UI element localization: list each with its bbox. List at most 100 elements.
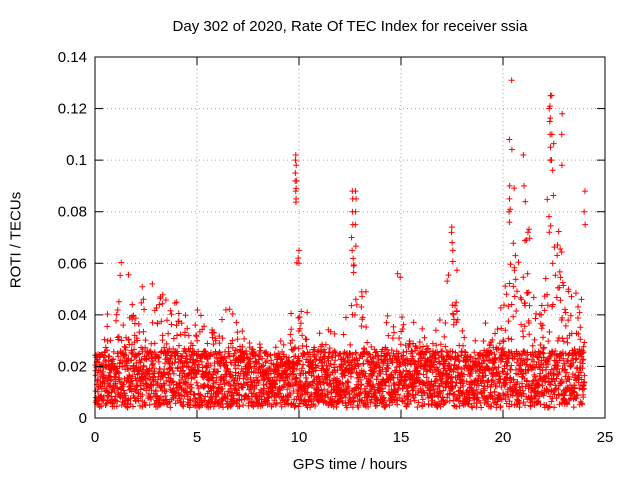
data-point bbox=[529, 342, 536, 349]
data-point bbox=[468, 370, 475, 377]
data-point bbox=[506, 136, 513, 143]
data-point bbox=[234, 329, 241, 336]
data-point bbox=[113, 311, 120, 318]
data-point bbox=[175, 318, 182, 325]
data-point bbox=[102, 344, 109, 351]
data-point bbox=[340, 331, 347, 338]
data-point bbox=[524, 229, 531, 236]
data-point bbox=[506, 208, 513, 215]
data-point bbox=[446, 398, 453, 405]
data-point bbox=[141, 401, 148, 408]
data-point bbox=[179, 402, 186, 409]
data-point bbox=[232, 365, 239, 372]
data-point bbox=[486, 366, 493, 373]
data-point bbox=[520, 348, 527, 355]
data-point bbox=[495, 345, 502, 352]
data-point bbox=[285, 354, 292, 361]
data-point bbox=[288, 376, 295, 383]
data-point bbox=[295, 403, 302, 410]
data-point bbox=[295, 345, 302, 352]
data-point bbox=[110, 348, 117, 355]
data-point bbox=[540, 392, 547, 399]
data-point bbox=[272, 394, 279, 401]
data-point bbox=[487, 349, 494, 356]
data-point bbox=[459, 390, 466, 397]
data-point bbox=[383, 401, 390, 408]
data-point bbox=[398, 397, 405, 404]
data-point bbox=[242, 392, 249, 399]
data-point bbox=[390, 323, 397, 330]
data-point bbox=[104, 323, 111, 330]
data-point bbox=[372, 349, 379, 356]
data-point bbox=[227, 340, 234, 347]
data-point bbox=[211, 329, 218, 336]
data-point bbox=[414, 404, 421, 411]
data-point bbox=[520, 399, 527, 406]
data-point bbox=[293, 195, 300, 202]
data-point bbox=[553, 375, 560, 382]
data-point bbox=[115, 298, 122, 305]
data-point bbox=[303, 374, 310, 381]
data-point bbox=[109, 396, 116, 403]
data-point bbox=[580, 382, 587, 389]
data-point bbox=[151, 340, 158, 347]
data-point bbox=[527, 403, 534, 410]
data-point bbox=[448, 224, 455, 231]
data-point bbox=[266, 400, 273, 407]
data-point bbox=[249, 346, 256, 353]
data-point bbox=[507, 366, 514, 373]
data-point bbox=[267, 366, 274, 373]
data-point bbox=[315, 398, 322, 405]
data-point bbox=[555, 386, 562, 393]
data-point bbox=[580, 394, 587, 401]
data-point bbox=[110, 356, 117, 363]
data-point bbox=[170, 335, 177, 342]
data-point bbox=[187, 388, 194, 395]
data-point bbox=[576, 346, 583, 353]
data-point bbox=[491, 379, 498, 386]
data-point bbox=[510, 376, 517, 383]
data-point bbox=[511, 185, 518, 192]
data-point bbox=[352, 221, 359, 228]
data-point bbox=[524, 289, 531, 296]
data-point bbox=[360, 360, 367, 367]
data-point bbox=[193, 379, 200, 386]
data-point bbox=[344, 378, 351, 385]
data-point bbox=[500, 368, 507, 375]
data-point bbox=[334, 366, 341, 373]
data-point bbox=[548, 157, 555, 164]
data-point bbox=[419, 396, 426, 403]
data-point bbox=[350, 398, 357, 405]
data-point bbox=[545, 404, 552, 411]
data-point bbox=[424, 392, 431, 399]
data-point bbox=[216, 333, 223, 340]
data-point bbox=[216, 348, 223, 355]
data-point bbox=[213, 350, 220, 357]
data-point bbox=[459, 327, 466, 334]
data-point bbox=[519, 387, 526, 394]
data-point bbox=[550, 372, 557, 379]
data-point bbox=[299, 342, 306, 349]
data-point bbox=[343, 404, 350, 411]
data-point bbox=[219, 335, 226, 342]
data-point bbox=[338, 371, 345, 378]
data-point bbox=[307, 404, 314, 411]
data-point bbox=[227, 373, 234, 380]
data-point bbox=[295, 260, 302, 267]
data-point bbox=[581, 372, 588, 379]
data-point bbox=[292, 344, 299, 351]
data-point bbox=[231, 350, 238, 357]
data-point bbox=[397, 361, 404, 368]
data-point bbox=[433, 342, 440, 349]
data-point bbox=[129, 380, 136, 387]
data-point bbox=[499, 356, 506, 363]
data-point bbox=[513, 288, 520, 295]
data-point bbox=[324, 372, 331, 379]
data-point bbox=[134, 337, 141, 344]
data-point bbox=[438, 348, 445, 355]
data-point bbox=[138, 299, 145, 306]
data-point bbox=[146, 401, 153, 408]
data-point bbox=[488, 403, 495, 410]
data-point bbox=[547, 381, 554, 388]
data-point bbox=[511, 267, 518, 274]
